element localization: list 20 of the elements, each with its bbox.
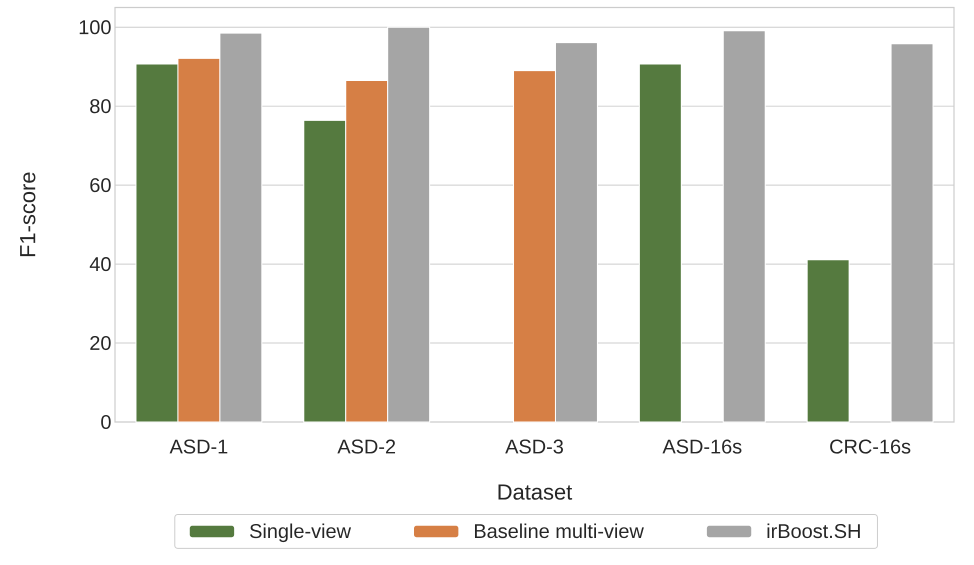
legend-label: Single-view xyxy=(250,524,352,542)
y-tick-label: 40 xyxy=(90,257,111,272)
y-tick-label: 20 xyxy=(90,336,111,350)
bar xyxy=(638,63,682,422)
y-axis-title: F1-score xyxy=(20,172,36,256)
x-tick-label: CRC-16s xyxy=(830,440,910,454)
legend-label: irBoost.SH xyxy=(768,524,860,538)
legend-label: Baseline multi-view xyxy=(474,524,644,538)
x-axis-title: Dataset xyxy=(498,484,572,500)
x-tick-label: ASD-1 xyxy=(170,440,228,454)
y-tick-label: 100 xyxy=(80,20,111,34)
bar xyxy=(806,259,850,422)
bar xyxy=(890,43,934,422)
y-tick-label: 0 xyxy=(101,414,111,430)
x-tick-label: ASD-16s xyxy=(662,440,742,454)
y-tick-label: 80 xyxy=(90,99,111,114)
x-tick-label: ASD-3 xyxy=(505,440,563,454)
bar xyxy=(722,30,766,422)
y-tick-label: 60 xyxy=(90,178,111,192)
x-tick-label: ASD-2 xyxy=(337,440,396,454)
